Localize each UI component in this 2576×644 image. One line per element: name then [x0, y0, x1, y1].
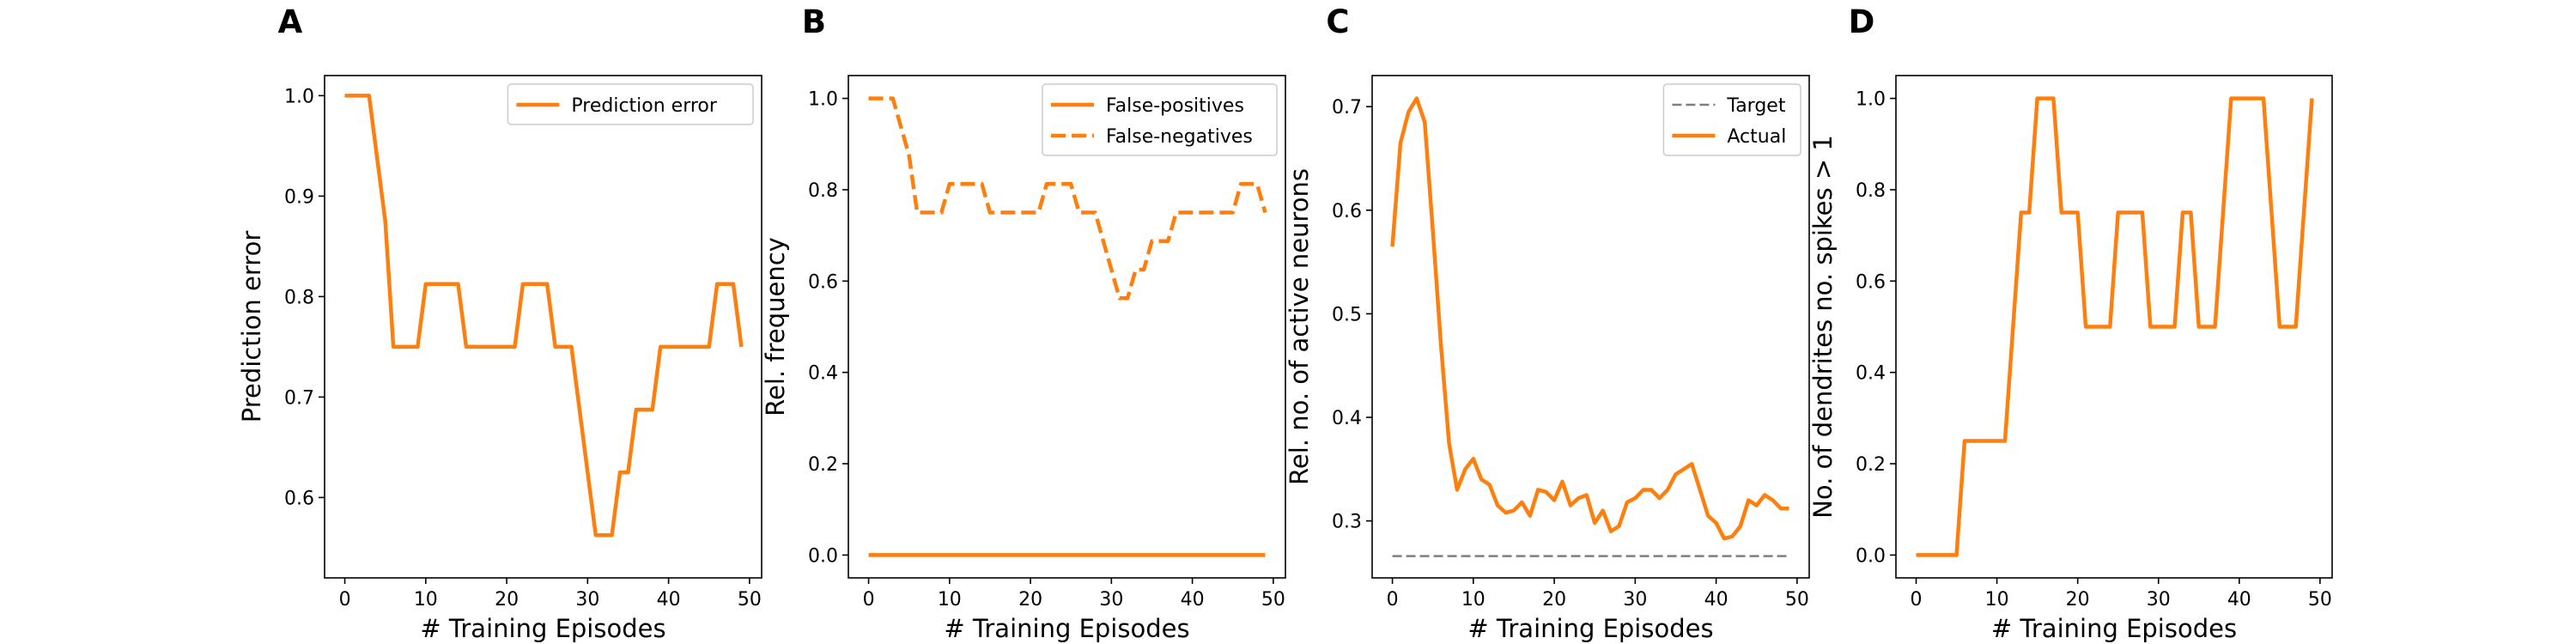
x-tick-label: 20 — [495, 589, 519, 611]
x-axis-label: # Training Episodes — [1991, 614, 2237, 643]
series-line-data — [1916, 96, 2314, 557]
x-tick-label: 20 — [1018, 589, 1042, 611]
legend: Target Actual — [1662, 83, 1801, 156]
legend-label: Actual — [1727, 126, 1786, 148]
legend-box — [507, 83, 754, 125]
y-tick-label: 0.4 — [1332, 408, 1362, 429]
panel-letter: C — [1326, 3, 1349, 40]
legend-box — [1042, 83, 1278, 156]
series-group — [1390, 96, 1789, 557]
series-group — [868, 96, 1267, 557]
series-line-prediction-error — [344, 94, 744, 538]
panel-letter: B — [802, 3, 826, 40]
panel-c: C 0 10 20 30 40 50 0.3 0.4 0.5 0.6 0.7 # Training Ep… — [1285, 3, 1810, 643]
x-tick-label: 0 — [1911, 589, 1923, 611]
x-tick-label: 50 — [738, 589, 762, 611]
y-tick-label: 0.5 — [1332, 304, 1362, 325]
axes-frame — [848, 75, 1286, 579]
y-tick-label: 0.6 — [284, 488, 314, 509]
x-tick-label: 40 — [657, 589, 681, 611]
y-tick-label: 1.0 — [284, 86, 314, 107]
x-tick-label: 10 — [1985, 589, 2009, 611]
x-tick-label: 10 — [1461, 589, 1485, 611]
panel-letter: A — [278, 3, 303, 40]
y-tick-label: 0.6 — [1856, 271, 1886, 293]
x-tick-label: 30 — [1099, 589, 1123, 611]
x-tick-label: 30 — [2147, 589, 2171, 611]
y-tick-label: 0.7 — [284, 387, 314, 409]
y-tick-label: 0.4 — [1856, 363, 1886, 385]
x-tick-label: 30 — [575, 589, 599, 611]
x-tick-label: 0 — [863, 589, 875, 611]
y-tick-label: 0.9 — [284, 186, 314, 208]
y-axis-label: Rel. frequency — [761, 237, 790, 416]
legend: Prediction error — [507, 83, 754, 125]
y-tick-label: 0.7 — [1332, 97, 1362, 118]
x-tick-label: 20 — [2066, 589, 2090, 611]
x-tick-label: 10 — [938, 589, 962, 611]
axes-frame — [1371, 75, 1810, 579]
x-tick-label: 50 — [1785, 589, 1809, 611]
y-axis-label: Prediction error — [237, 231, 266, 423]
legend-label: False-positives — [1106, 95, 1244, 117]
x-tick-label: 0 — [1387, 589, 1399, 611]
series-group — [344, 94, 744, 538]
y-tick-label: 1.0 — [1856, 89, 1886, 111]
x-tick-label: 20 — [1542, 589, 1566, 611]
legend-label: Prediction error — [571, 95, 717, 117]
series-line-false-negatives — [868, 96, 1267, 301]
y-axis-label: Rel. no. of active neurons — [1285, 168, 1314, 485]
panel-d: D 0 10 20 30 40 50 0.0 0.2 0.4 0.6 0.8 1.0 # Training… — [1808, 3, 2333, 643]
series-group — [1916, 96, 2314, 557]
axes-frame — [1895, 75, 2333, 579]
y-tick-label: 0.2 — [1856, 454, 1886, 476]
x-axis-label: # Training Episodes — [1467, 614, 1713, 643]
axes-frame — [324, 75, 762, 579]
x-axis-label: # Training Episodes — [420, 614, 665, 643]
y-tick-label: 1.0 — [808, 89, 838, 111]
y-tick-label: 0.8 — [1856, 180, 1886, 202]
x-tick-label: 0 — [339, 589, 351, 611]
x-tick-label: 50 — [2308, 589, 2332, 611]
legend: False-positives False-negatives — [1042, 83, 1278, 156]
y-tick-label: 0.6 — [808, 271, 838, 293]
legend-label: Target — [1726, 95, 1785, 117]
y-tick-label: 0.3 — [1332, 512, 1362, 533]
x-tick-label: 40 — [1704, 589, 1728, 611]
series-line-actual — [1390, 96, 1789, 541]
y-tick-label: 0.0 — [808, 545, 838, 567]
x-tick-label: 30 — [1623, 589, 1647, 611]
y-tick-label: 0.0 — [1856, 545, 1886, 567]
x-axis-label: # Training Episodes — [944, 614, 1189, 643]
x-tick-label: 10 — [414, 589, 438, 611]
legend-label: False-negatives — [1106, 126, 1253, 148]
x-tick-label: 40 — [2227, 589, 2251, 611]
panel-b: B 0 10 20 30 40 50 0.0 0.2 0.4 0.6 0.8 1.0 # Training… — [761, 3, 1286, 643]
y-tick-label: 0.2 — [808, 454, 838, 476]
y-axis-label: No. of dendrites no. spikes > 1 — [1808, 135, 1838, 519]
panel-a: A 0 10 20 30 40 50 0.6 0.7 0.8 0.9 1.0 # Training Ep… — [237, 3, 762, 643]
y-tick-label: 0.4 — [808, 363, 838, 385]
x-tick-label: 40 — [1181, 589, 1205, 611]
x-tick-label: 50 — [1261, 589, 1285, 611]
y-tick-label: 0.8 — [808, 180, 838, 202]
y-tick-label: 0.8 — [284, 287, 314, 308]
y-tick-label: 0.6 — [1332, 201, 1362, 222]
panel-letter: D — [1849, 3, 1875, 40]
